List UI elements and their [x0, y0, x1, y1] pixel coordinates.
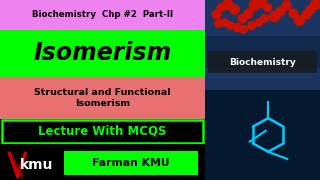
Text: Lecture With MCQS: Lecture With MCQS [38, 125, 167, 138]
Point [215, 22, 220, 25]
Point [239, 17, 244, 19]
Text: Farman KMU: Farman KMU [92, 158, 170, 168]
Point [213, 13, 219, 16]
Point [308, 8, 313, 10]
Point [249, 24, 254, 27]
Point [284, 4, 289, 7]
Bar [205, 36, 320, 68]
Point [261, 17, 267, 19]
Text: Biochemistry: Biochemistry [229, 58, 296, 67]
Point [234, 26, 239, 28]
Bar [0, 0, 205, 30]
Bar [205, 0, 320, 90]
Point [221, 20, 227, 23]
Point [303, 13, 308, 16]
Bar [208, 51, 317, 73]
Point [245, 11, 251, 14]
Point [265, 6, 270, 9]
Point [252, 4, 257, 7]
Text: kmu: kmu [20, 158, 53, 172]
Point [241, 27, 246, 30]
Point [297, 18, 302, 21]
Bar [0, 76, 205, 119]
Text: Isomerism: Isomerism [33, 41, 172, 65]
Bar [0, 30, 205, 76]
Bar [205, 90, 320, 180]
Bar [2, 120, 203, 143]
Point [290, 11, 295, 14]
Point [225, 2, 230, 5]
Text: Biochemistry  Chp #2  Part-II: Biochemistry Chp #2 Part-II [32, 10, 173, 19]
Point [228, 24, 233, 27]
Point [277, 9, 283, 12]
Point [255, 20, 260, 23]
Text: Structural and Functional
Isomerism: Structural and Functional Isomerism [34, 88, 171, 108]
Point [258, 0, 263, 3]
Bar [0, 144, 205, 180]
Point [271, 15, 276, 18]
Point [231, 8, 236, 10]
Bar [64, 151, 198, 175]
Point [218, 6, 223, 9]
Point [313, 2, 318, 5]
